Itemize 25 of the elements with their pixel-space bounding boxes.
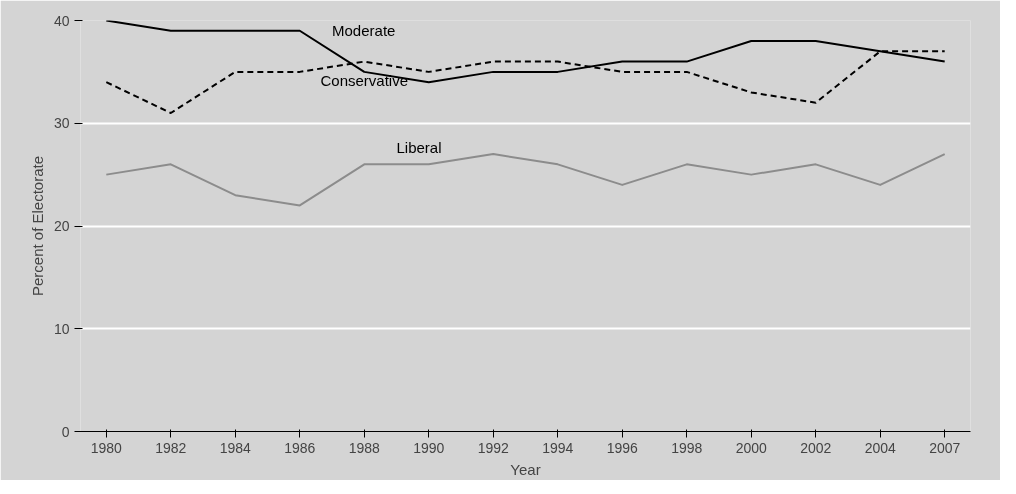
x-tick-label: 2002 [800, 439, 832, 456]
y-tick-label: 20 [53, 218, 70, 234]
x-axis-title: Year [510, 460, 541, 478]
x-tick-label: 1984 [219, 439, 252, 456]
x-tick-label: 1996 [606, 439, 639, 456]
x-tick-label: 1980 [90, 439, 123, 456]
x-tick-label: 1998 [671, 439, 703, 456]
x-tick-label: 1990 [413, 439, 445, 456]
x-tick-label: 2000 [735, 439, 768, 456]
y-tick-label: 30 [53, 115, 70, 132]
x-tick-label: 1994 [542, 439, 574, 456]
y-axis-title: Percent of Electorate [28, 155, 46, 297]
series-label: Moderate [332, 22, 396, 40]
y-tick-label: 0 [61, 423, 70, 440]
x-tick-label: 2007 [929, 439, 961, 456]
y-tick-label: 40 [53, 12, 70, 29]
x-tick-label: 2004 [864, 439, 896, 456]
x-tick-label: 1986 [284, 439, 316, 456]
y-tick-label: 10 [53, 320, 70, 337]
x-tick-label: 1982 [155, 439, 187, 456]
series-label: Conservative [320, 71, 409, 89]
series-label: Liberal [396, 139, 442, 157]
x-tick-label: 1992 [477, 439, 510, 456]
x-tick-label: 1988 [348, 439, 381, 456]
line-series [105, 153, 946, 207]
